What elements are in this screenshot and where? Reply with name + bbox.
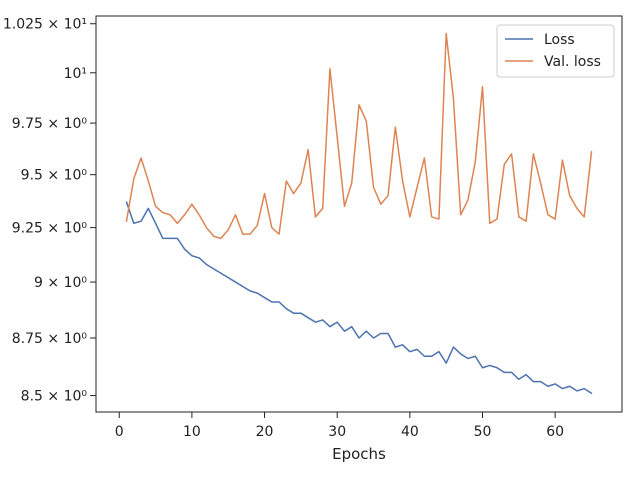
- x-tick-label: 40: [401, 424, 419, 440]
- plot-frame: [95, 15, 623, 413]
- y-tick-label: 1.025 × 10¹: [3, 17, 87, 33]
- x-axis-label: Epochs: [332, 445, 386, 463]
- x-tick-label: 50: [474, 424, 492, 440]
- series-line-val-loss: [125, 32, 593, 240]
- x-tick-label: 10: [183, 424, 201, 440]
- legend-label: Val. loss: [544, 54, 601, 70]
- y-tick-label: 9.25 × 10⁰: [12, 221, 88, 237]
- x-axis: 0 10 20 30 40 50 60: [115, 412, 564, 440]
- x-tick-label: 60: [546, 424, 564, 440]
- y-tick-label: 8.5 × 10⁰: [21, 389, 88, 405]
- y-tick-label: 9.5 × 10⁰: [21, 168, 88, 184]
- series-lines: [125, 32, 593, 394]
- y-tick-label: 8.75 × 10⁰: [12, 331, 88, 347]
- x-tick-label: 0: [115, 424, 124, 440]
- legend: Loss Val. loss: [496, 24, 615, 78]
- y-tick-label: 10¹: [64, 66, 87, 82]
- legend-box: [496, 24, 615, 78]
- legend-label: Loss: [544, 32, 575, 48]
- series-line-loss: [125, 201, 593, 394]
- x-tick-label: 30: [328, 424, 346, 440]
- x-tick-label: 20: [256, 424, 274, 440]
- plot-area: [95, 15, 623, 413]
- y-tick-label: 9 × 10⁰: [34, 275, 87, 291]
- y-tick-label: 9.75 × 10⁰: [12, 116, 88, 132]
- y-axis: 8.5 × 10⁰ 8.75 × 10⁰ 9 × 10⁰ 9.25 × 10⁰ 9.5 …: [3, 17, 96, 405]
